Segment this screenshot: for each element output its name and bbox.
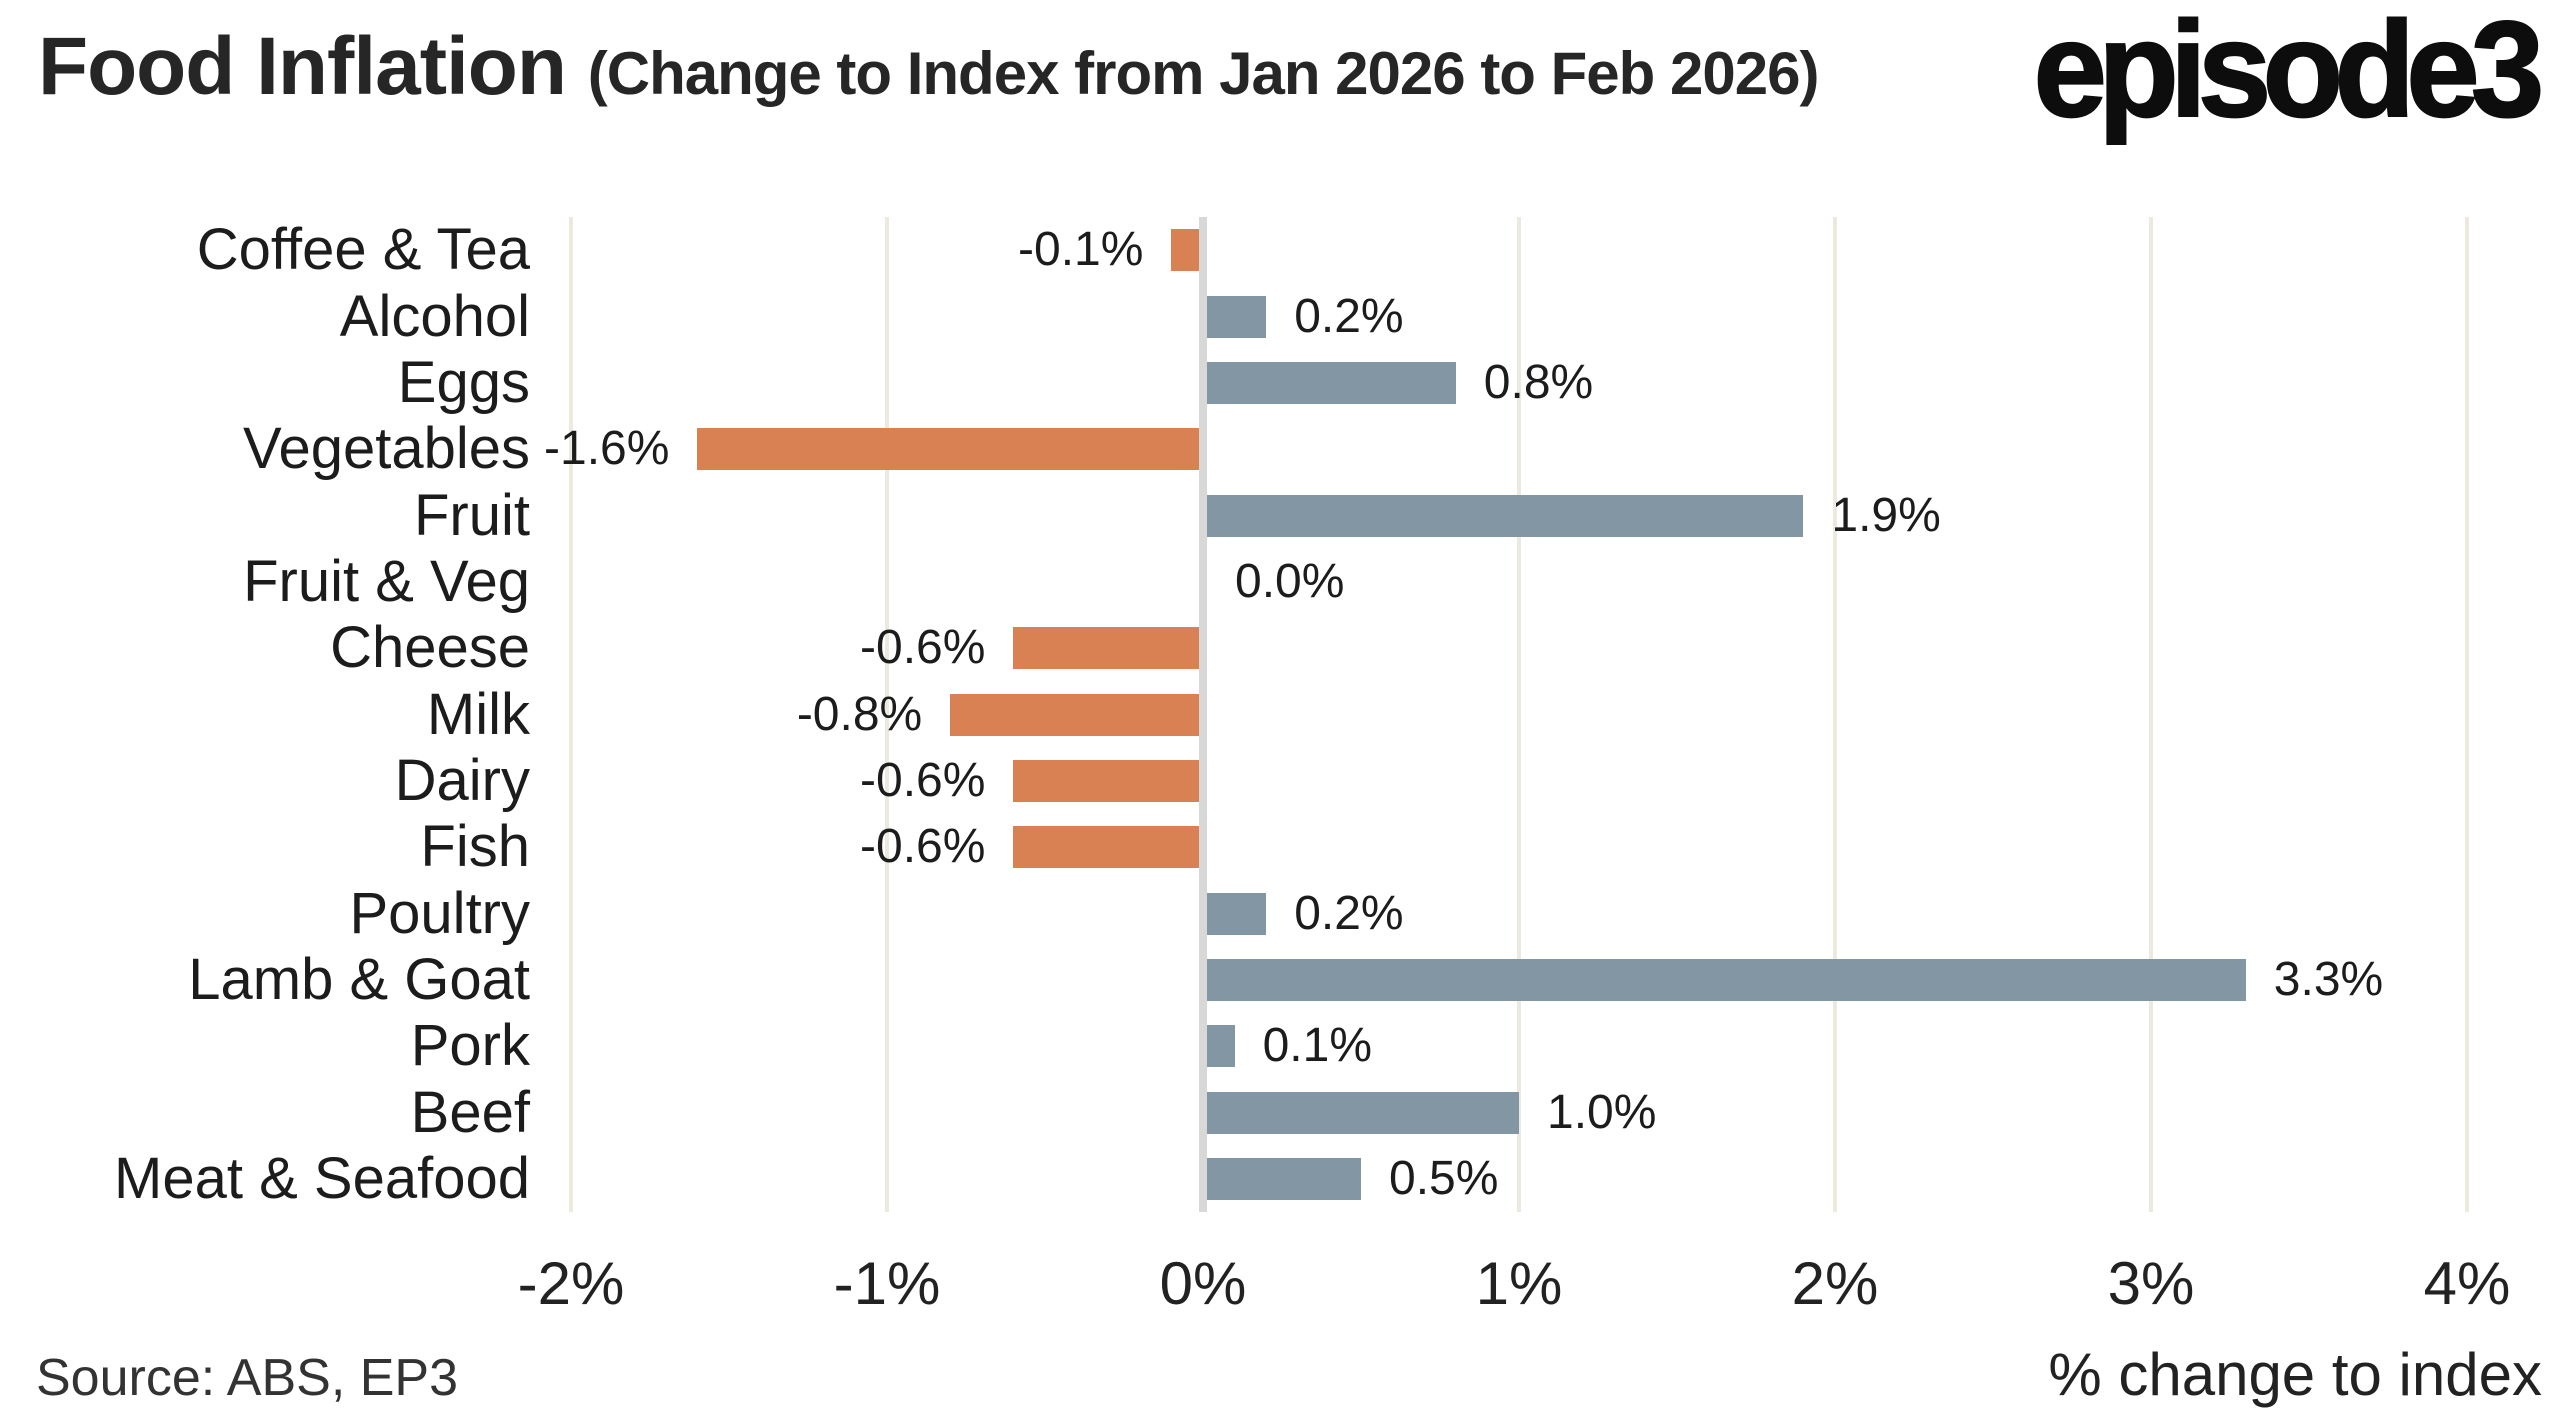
- x-tick-label: 1%: [1475, 1250, 1563, 1317]
- x-tick-label: 0%: [1159, 1250, 1247, 1317]
- bar-negative: [1171, 229, 1199, 272]
- value-label: 0.0%: [1235, 554, 1345, 608]
- category-label: Pork: [410, 1013, 530, 1079]
- bar-positive: [1207, 892, 1267, 935]
- chart-title-sub: (Change to Index from Jan 2026 to Feb 20…: [587, 40, 1820, 107]
- bar-positive: [1207, 494, 1804, 537]
- value-label: -0.6%: [860, 621, 986, 675]
- gridline: [1517, 217, 1521, 1212]
- episode3-logo: episode3: [2033, 0, 2546, 145]
- x-tick-label: -1%: [833, 1250, 941, 1317]
- source-note: Source: ABS, EP3: [36, 1349, 459, 1407]
- category-label: Meat & Seafood: [114, 1145, 530, 1211]
- category-label: Milk: [426, 681, 530, 747]
- bar-negative: [1013, 759, 1199, 802]
- category-label: Lamb & Goat: [188, 946, 530, 1012]
- value-label: 0.5%: [1389, 1151, 1499, 1205]
- category-label: Fish: [420, 814, 530, 880]
- bar-positive: [1207, 958, 2246, 1001]
- value-label: 0.1%: [1262, 1019, 1372, 1073]
- bar-negative: [1013, 826, 1199, 869]
- value-label: -0.6%: [860, 820, 986, 874]
- category-label: Coffee & Tea: [196, 217, 530, 283]
- gridline: [569, 217, 573, 1212]
- value-label: -1.6%: [544, 422, 670, 476]
- bar-negative: [1013, 627, 1199, 670]
- x-tick-label: 2%: [1791, 1250, 1879, 1317]
- bar-positive: [1207, 1157, 1361, 1200]
- gridline: [885, 217, 889, 1212]
- bar-negative: [697, 428, 1199, 471]
- value-label: 0.2%: [1294, 886, 1404, 940]
- value-label: 3.3%: [2273, 952, 2384, 1006]
- category-label: Poultry: [349, 880, 530, 946]
- category-label: Fruit: [414, 482, 530, 548]
- category-label: Dairy: [394, 747, 530, 813]
- category-label: Fruit & Veg: [243, 548, 530, 614]
- bar-negative: [950, 693, 1199, 736]
- bar-positive: [1207, 361, 1456, 404]
- x-axis-label: % change to index: [2048, 1341, 2542, 1408]
- gridline: [1833, 217, 1837, 1212]
- x-tick-label: 4%: [2423, 1250, 2511, 1317]
- value-label: 0.2%: [1294, 289, 1404, 343]
- bar-positive: [1207, 1091, 1519, 1134]
- value-label: -0.6%: [860, 753, 986, 807]
- value-label: 1.0%: [1547, 1085, 1657, 1139]
- category-label: Vegetables: [242, 416, 530, 482]
- value-label: 1.9%: [1831, 488, 1941, 542]
- gridline: [2149, 217, 2153, 1212]
- bar-positive: [1207, 295, 1267, 338]
- x-tick-label: 3%: [2107, 1250, 2195, 1317]
- bar-positive: [1207, 1025, 1235, 1068]
- value-label: -0.8%: [796, 687, 923, 741]
- gridline: [2465, 217, 2469, 1212]
- value-label: -0.1%: [1018, 223, 1144, 277]
- zero-gridline: [1199, 217, 1207, 1212]
- category-label: Eggs: [397, 349, 530, 415]
- x-tick-label: -2%: [517, 1250, 625, 1317]
- category-label: Beef: [410, 1079, 530, 1145]
- category-label: Cheese: [330, 615, 530, 681]
- chart-title: Food Inflation (Change to Index from Jan…: [38, 20, 1820, 114]
- value-label: 0.8%: [1483, 355, 1594, 409]
- chart-title-main: Food Inflation: [38, 21, 588, 112]
- category-label: Alcohol: [339, 283, 530, 349]
